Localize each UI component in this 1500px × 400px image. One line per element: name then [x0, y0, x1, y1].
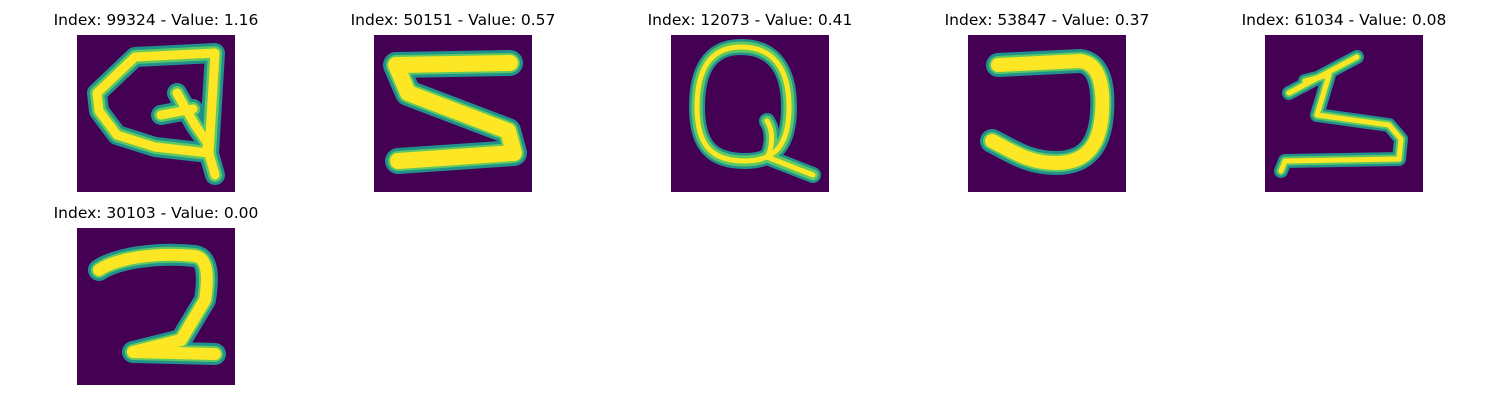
digit-thumbnail [968, 35, 1126, 192]
panel-title: Index: 30103 - Value: 0.00 [53, 204, 259, 222]
glyph-q [671, 35, 829, 192]
panel-title: Index: 53847 - Value: 0.37 [944, 11, 1150, 29]
image-panel-4: Index: 53847 - Value: 0.37 [891, 0, 1191, 192]
image-panel-3: Index: 12073 - Value: 0.41 [594, 0, 894, 192]
digit-thumbnail [1265, 35, 1423, 192]
image-panel-5: Index: 61034 - Value: 0.08 [1188, 0, 1488, 192]
panel-title: Index: 99324 - Value: 1.16 [53, 11, 259, 29]
image-panel-2: Index: 50151 - Value: 0.57 [297, 0, 597, 192]
image-panel-1: Index: 99324 - Value: 1.16 [0, 0, 300, 192]
digit-thumbnail [671, 35, 829, 192]
panel-title: Index: 50151 - Value: 0.57 [350, 11, 556, 29]
glyph-z-like [1265, 35, 1423, 192]
digit-thumbnail [374, 35, 532, 192]
panel-title: Index: 61034 - Value: 0.08 [1241, 11, 1447, 29]
digit-thumbnail [77, 228, 235, 385]
image-panel-6: Index: 30103 - Value: 0.00 [0, 193, 300, 385]
digit-thumbnail [77, 35, 235, 192]
glyph-q-like [77, 35, 235, 192]
glyph-2-like [77, 228, 235, 385]
panel-title: Index: 12073 - Value: 0.41 [647, 11, 853, 29]
glyph-reversed-c [968, 35, 1126, 192]
glyph-s-like [374, 35, 532, 192]
